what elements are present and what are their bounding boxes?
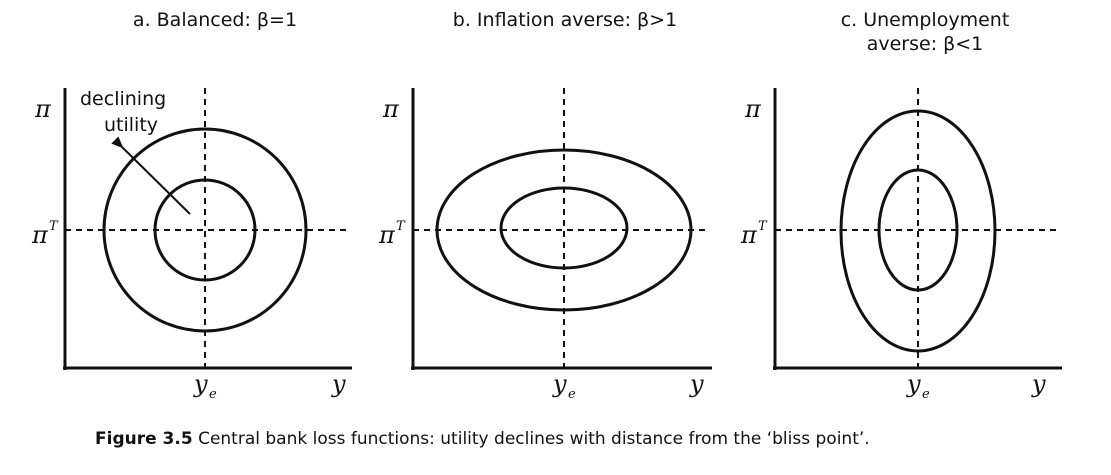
panel-b-y-axis-label: y <box>689 370 704 398</box>
panel-a-annotation-line-1: declining <box>80 88 166 110</box>
panel-b-title: b. Inflation averse: β>1 <box>452 9 678 31</box>
panel-b-inner-ellipse <box>499 186 629 270</box>
panel-a-inner-circle <box>153 178 257 282</box>
panel-b-pi-target-superscript: T <box>396 219 406 234</box>
panel-a-pi-target-superscript: T <box>49 219 59 234</box>
panel-a-pi-target-label: π <box>31 221 49 249</box>
panel-c-title: c. Unemployment averse: β<1 <box>820 8 1030 56</box>
figure-caption: Figure 3.5 Central bank loss functions: … <box>95 428 1095 450</box>
panel-b-pi-target-label: π <box>378 221 396 249</box>
panel-a-pi-axis-label: π <box>34 95 52 123</box>
panel-a-annotation-line-2: utility <box>104 114 158 136</box>
panel-c-y-axis-label: y <box>1031 370 1046 398</box>
panel-a-y-axis-label: y <box>331 370 346 398</box>
figure-number: Figure 3.5 <box>95 429 193 449</box>
panel-a: π π T y e y declining utility <box>31 88 352 402</box>
panel-c-inner-ellipse <box>877 168 959 292</box>
panel-a-ye-subscript: e <box>209 387 217 402</box>
panel-b-ye-label: y <box>552 370 567 398</box>
panel-a-declining-utility-arrow <box>111 136 191 215</box>
panel-c-pi-axis-label: π <box>744 95 762 123</box>
panel-c-ye-label: y <box>906 370 921 398</box>
panel-a-title: a. Balanced: β=1 <box>132 9 298 31</box>
panel-b-pi-axis-label: π <box>382 95 400 123</box>
panel-a-outer-circle <box>102 127 308 333</box>
panel-c-outer-ellipse <box>839 109 997 353</box>
panel-b: π π T y e y <box>378 88 712 402</box>
panel-b-outer-ellipse <box>435 148 693 312</box>
panel-a-ye-label: y <box>193 370 208 398</box>
panel-c-ye-subscript: e <box>922 387 930 402</box>
panel-c-pi-target-superscript: T <box>758 219 768 234</box>
panel-c-title-line-1: c. Unemployment <box>840 9 1010 31</box>
panel-c-pi-target-label: π <box>740 221 758 249</box>
figure-caption-text: Central bank loss functions: utility dec… <box>198 429 870 449</box>
panel-b-ye-subscript: e <box>568 387 576 402</box>
panel-c-title-line-2: averse: β<1 <box>866 33 984 55</box>
panel-c: π π T y e y <box>740 88 1062 402</box>
